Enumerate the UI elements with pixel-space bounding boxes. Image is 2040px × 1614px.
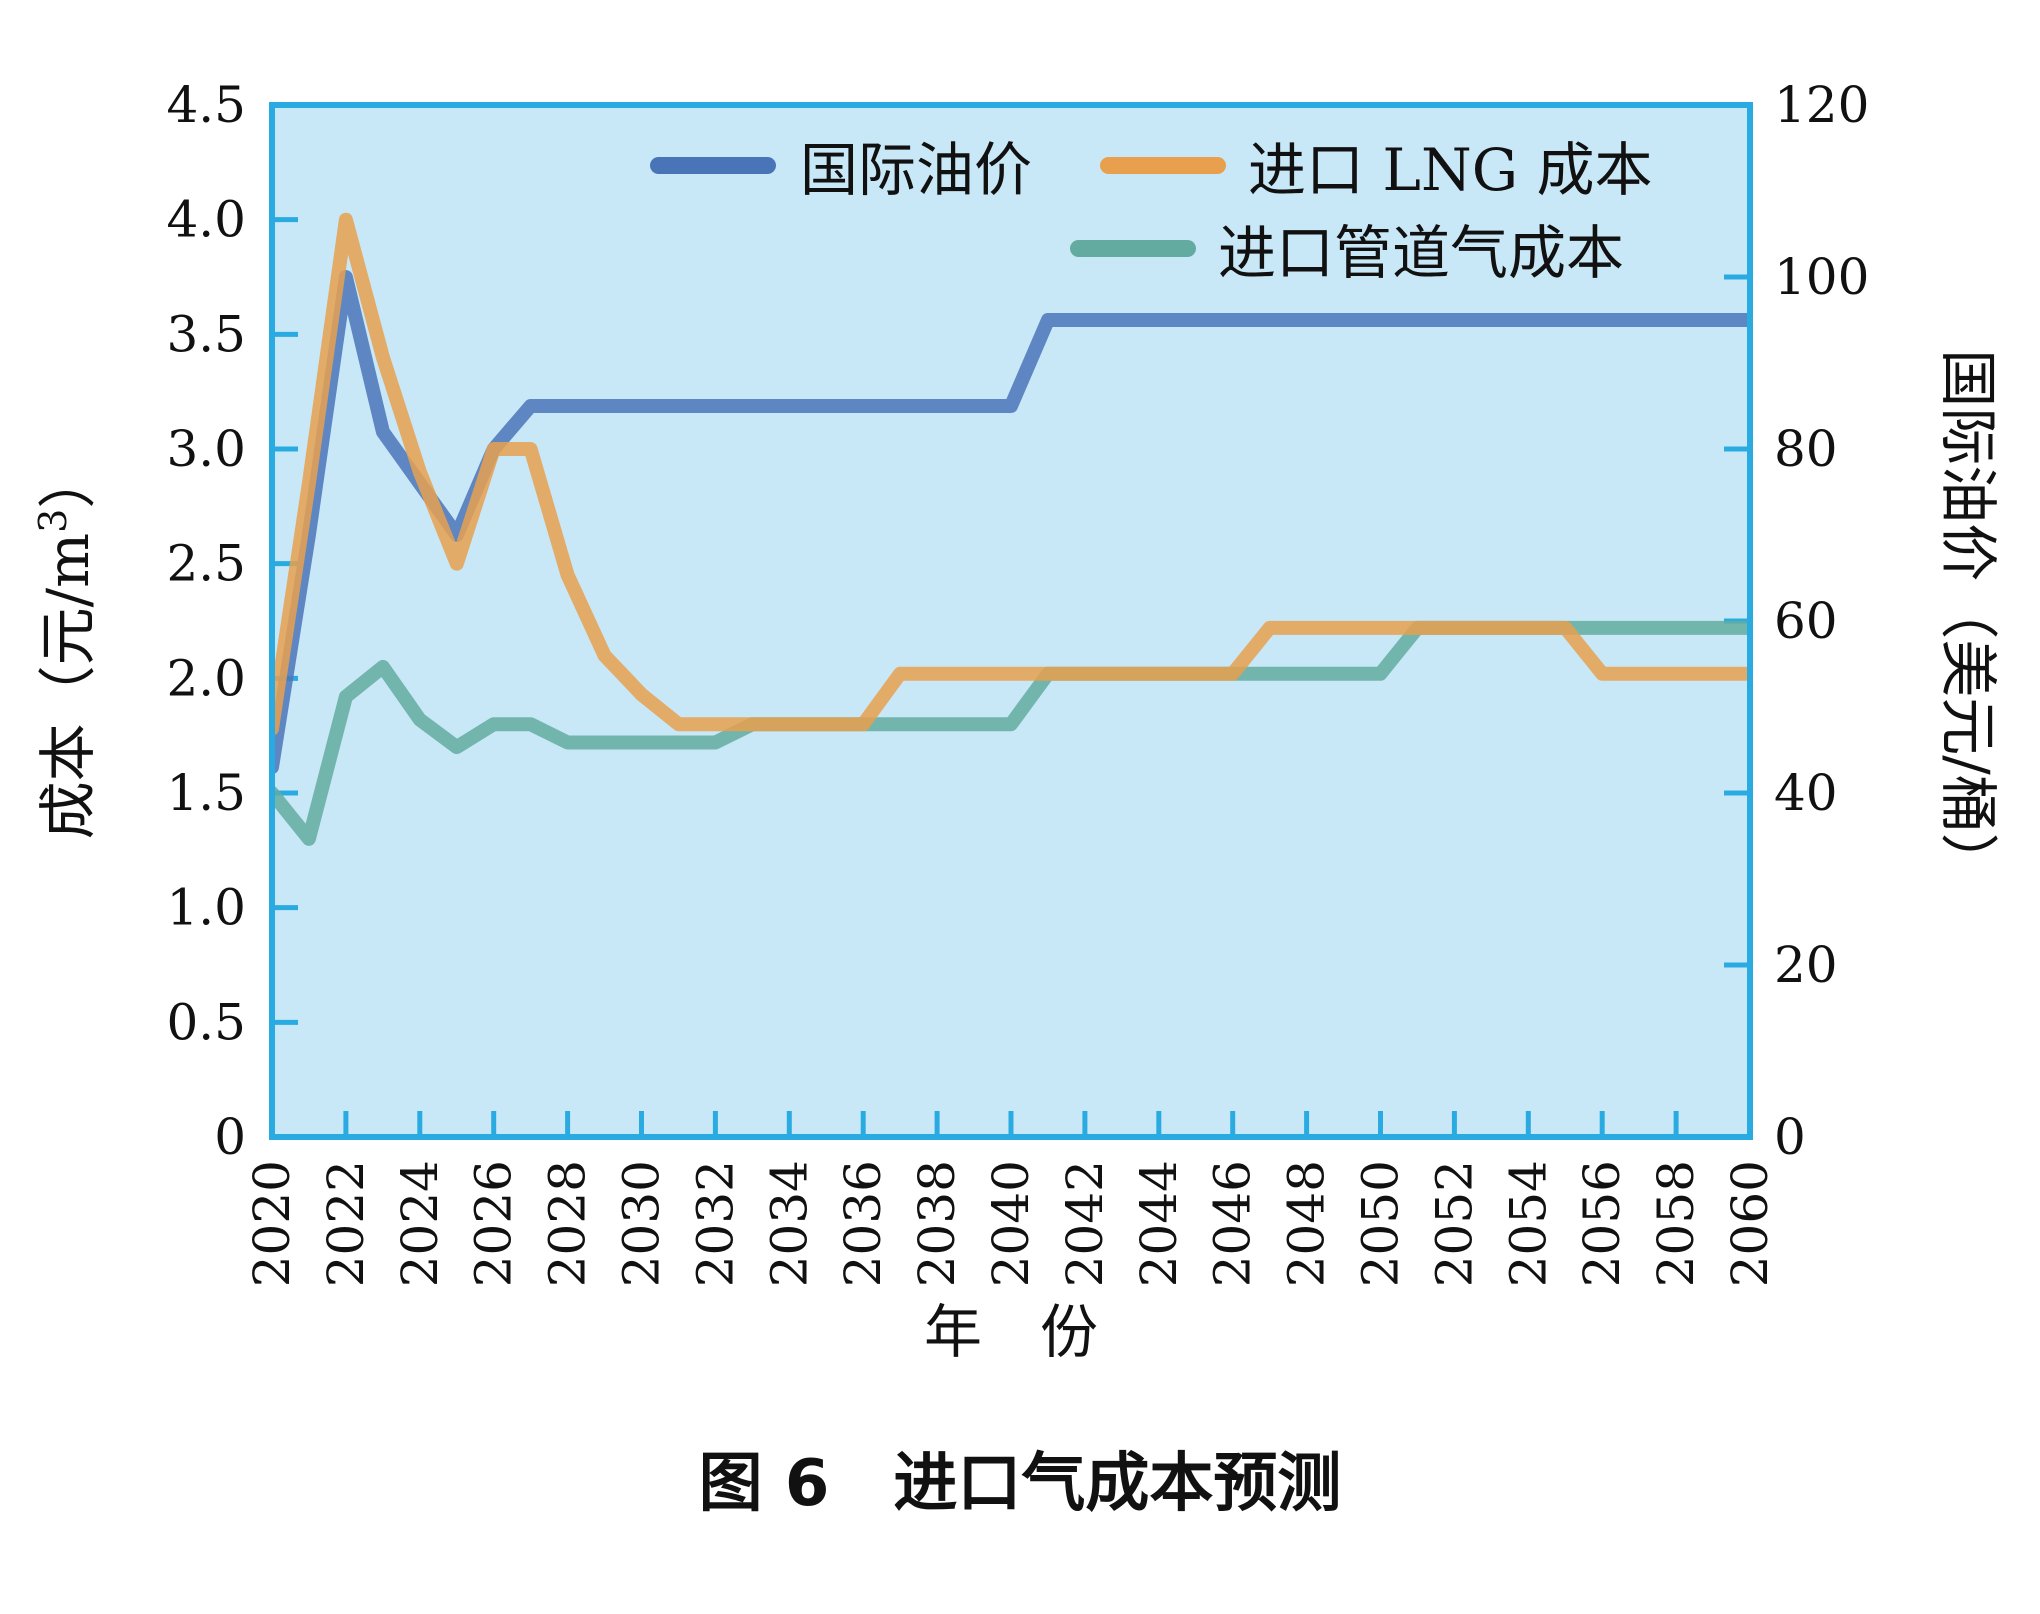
- x-tick-label: 2020: [243, 1160, 301, 1287]
- y-left-axis-title: 成本（元/m3）: [31, 451, 102, 840]
- series-line-lng_cost: [272, 212, 1750, 736]
- y-right-tick-label: 20: [1774, 936, 1838, 994]
- y-right-tick-label: 0: [1774, 1108, 1806, 1166]
- y-left-tick-label: 2.5: [166, 535, 246, 593]
- plot-frame: [269, 102, 1753, 1140]
- y-right-tick-label: 40: [1774, 764, 1838, 822]
- x-tick-label: 2036: [834, 1160, 892, 1287]
- legend-swatch-pipeline-cost: [1070, 240, 1196, 257]
- x-tick-label: 2026: [465, 1160, 523, 1287]
- legend-swatch-oil-price: [650, 157, 776, 174]
- legend: 国际油价 进口 LNG 成本 进口管道气成本: [650, 136, 1652, 287]
- x-tick-label: 2056: [1573, 1160, 1631, 1287]
- y-left-tick-label: 1.0: [166, 879, 246, 937]
- legend-swatch-lng-cost: [1100, 157, 1226, 174]
- x-tick-label: 2032: [686, 1160, 744, 1287]
- y-left-tick-label: 1.5: [166, 764, 246, 822]
- y-right-tick-label: 100: [1774, 248, 1869, 306]
- x-tick-label: 2040: [982, 1160, 1040, 1287]
- x-tick-label: 2028: [539, 1160, 597, 1287]
- x-tick-label: 2034: [760, 1160, 818, 1287]
- y-left-tick-label: 2.0: [166, 649, 246, 707]
- y-right-tick-label: 120: [1774, 76, 1869, 134]
- axis-tick-labels: 00.51.01.52.02.53.03.54.04.5020406080100…: [166, 76, 1869, 1287]
- x-tick-label: 2030: [613, 1160, 671, 1287]
- series-line-oil_price: [272, 270, 1750, 775]
- x-tick-label: 2038: [908, 1160, 966, 1287]
- x-axis-title: 年 份: [924, 1298, 1098, 1366]
- y-left-tick-label: 0: [214, 1108, 246, 1166]
- x-tick-label: 2046: [1204, 1160, 1262, 1287]
- y-right-axis-title: 国际油价（美元/桶）: [1934, 349, 2002, 891]
- y-right-tick-label: 60: [1774, 592, 1838, 650]
- x-tick-label: 2024: [391, 1160, 449, 1287]
- legend-label-pipeline-cost: 进口管道气成本: [1218, 219, 1624, 287]
- y-left-tick-label: 0.5: [166, 993, 246, 1051]
- legend-label-lng-cost: 进口 LNG 成本: [1248, 136, 1652, 204]
- x-tick-label: 2044: [1130, 1160, 1188, 1287]
- legend-label-oil-price: 国际油价: [800, 136, 1032, 204]
- figure-caption: 图 6 进口气成本预测: [699, 1447, 1342, 1521]
- x-tick-label: 2042: [1056, 1160, 1114, 1287]
- x-tick-label: 2052: [1425, 1160, 1483, 1287]
- x-tick-label: 2022: [317, 1160, 375, 1287]
- x-tick-label: 2058: [1647, 1160, 1705, 1287]
- x-tick-label: 2054: [1499, 1160, 1557, 1287]
- y-left-tick-label: 3.0: [166, 420, 246, 478]
- y-left-tick-label: 3.5: [166, 305, 246, 363]
- series-lines: [272, 212, 1750, 846]
- y-left-tick-label: 4.5: [166, 76, 246, 134]
- y-left-tick-label: 4.0: [166, 191, 246, 249]
- x-tick-label: 2050: [1352, 1160, 1410, 1287]
- x-tick-label: 2060: [1721, 1160, 1779, 1287]
- x-tick-label: 2048: [1278, 1160, 1336, 1287]
- y-right-tick-label: 80: [1774, 420, 1838, 478]
